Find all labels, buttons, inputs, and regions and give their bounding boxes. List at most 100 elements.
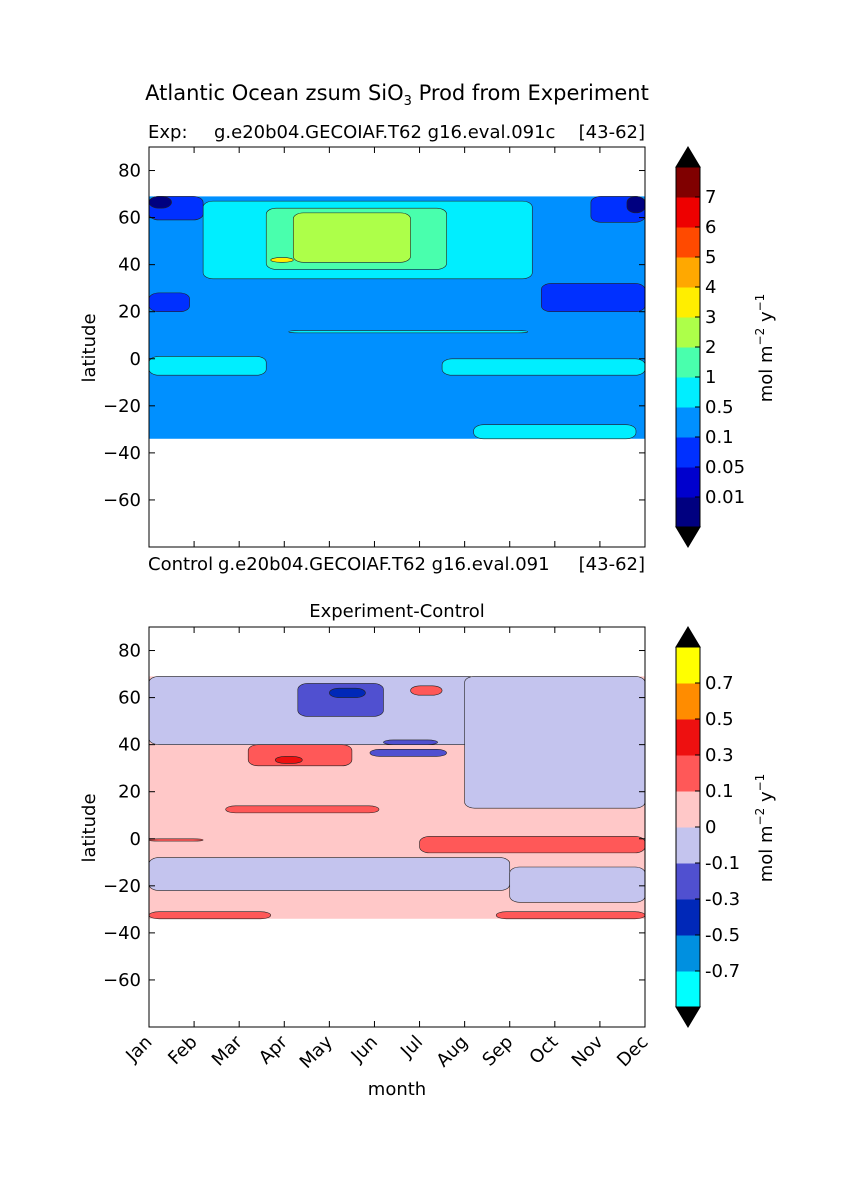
experiment-y-axis-label: latitude: [79, 313, 100, 382]
y-tick-label: 20: [118, 782, 141, 803]
experiment-colorbar-label: mol m−2 y−1: [753, 294, 777, 403]
x-tick-label: Apr: [255, 1031, 292, 1068]
y-tick-label: 80: [118, 641, 141, 662]
difference-panel: Experiment-Control latitude 806040200−20…: [79, 601, 777, 1100]
colorbar-tick-label: 0.7: [705, 673, 734, 694]
experiment-plot-area: [148, 146, 646, 548]
contour-region--0.5: [329, 687, 366, 698]
y-tick-label: 60: [118, 688, 141, 709]
figure-title-subscript: 3: [404, 94, 412, 109]
colorbar-swatch: [676, 827, 700, 864]
figure-title: Atlantic Ocean zsum SiO3 Prod from Exper…: [145, 81, 649, 109]
y-tick-label: 0: [130, 829, 141, 850]
difference-y-ticks: 80 60 40 20 0 −20 −40 −60: [103, 641, 645, 991]
contour-region--0.1: [464, 676, 646, 809]
experiment-title-case: g.e20b04.GECOIAF.T62 g16.eval.091c: [214, 122, 555, 143]
contour-region-0.1: [419, 836, 646, 854]
experiment-title-left: Exp:: [148, 122, 188, 143]
y-tick-label: −60: [103, 970, 141, 991]
colorbar-tick-label: 0.05: [705, 457, 745, 478]
difference-colorbar-exp1: −2: [753, 808, 767, 826]
y-tick-label: 40: [118, 255, 141, 276]
colorbar-tick-label: 2: [705, 337, 716, 358]
colorbar-swatch: [676, 317, 700, 348]
difference-colorbar-label: mol m−2 y−1: [753, 774, 777, 883]
x-tick-label: Jan: [121, 1032, 156, 1067]
colorbar-tick-label: 0: [705, 817, 716, 838]
contour-region-0.1: [495, 911, 646, 920]
experiment-colorbar-unit: mol m: [756, 345, 777, 402]
colorbar-swatch: [676, 647, 700, 684]
contour-region-0.5: [441, 358, 646, 376]
colorbar-extend-bottom: [675, 1006, 701, 1028]
control-label-left: Control: [148, 554, 213, 575]
contour-region-0.5: [148, 356, 267, 376]
experiment-panel: Exp: g.e20b04.GECOIAF.T62 g16.eval.091c …: [79, 122, 777, 575]
x-tick-label: Aug: [432, 1032, 472, 1072]
colorbar-tick-label: -0.3: [705, 889, 740, 910]
colorbar-tick-label: 1: [705, 367, 716, 388]
y-tick-label: −60: [103, 490, 141, 511]
contour-region--0.3: [369, 749, 447, 757]
y-tick-label: −40: [103, 923, 141, 944]
contour-region-0.1: [247, 744, 353, 767]
contour-region-0.01: [626, 196, 646, 214]
contour-region--0.1: [148, 857, 511, 891]
colorbar-swatch: [676, 899, 700, 936]
difference-colorbar-unit: mol m: [756, 825, 777, 882]
colorbar-swatch: [676, 497, 700, 528]
colorbar-extend-top: [675, 626, 701, 648]
x-tick-label: Sep: [478, 1032, 517, 1071]
colorbar-swatch: [676, 167, 700, 198]
colorbar-swatch: [676, 935, 700, 972]
contour-region-0.5: [288, 330, 529, 334]
colorbar-swatch: [676, 791, 700, 828]
x-tick-label: Jun: [347, 1032, 382, 1067]
colorbar-tick-label: 4: [705, 277, 716, 298]
difference-title: Experiment-Control: [309, 601, 485, 622]
figure-title-main: Atlantic Ocean zsum SiO: [145, 81, 403, 105]
difference-colorbar: 0.7 0.5 0.3 0.1 0 -0.1 -0.3 -0.5 -0.7: [675, 626, 740, 1028]
contour-region-0.5: [473, 424, 637, 440]
plot-frame: [148, 626, 646, 1028]
y-tick-label: 40: [118, 735, 141, 756]
colorbar-swatch: [676, 971, 700, 1008]
colorbar-extend-bottom: [675, 526, 701, 548]
colorbar-swatch: [676, 407, 700, 438]
colorbar-swatch: [676, 197, 700, 228]
experiment-colorbar-unit2: y: [756, 311, 777, 328]
experiment-colorbar-exp2: −1: [753, 294, 767, 312]
colorbar-swatch: [676, 257, 700, 288]
control-label-years: [43-62]: [579, 554, 645, 575]
colorbar-swatch: [676, 287, 700, 318]
contour-region-2: [292, 212, 411, 263]
y-tick-label: −40: [103, 443, 141, 464]
experiment-colorbar-exp1: −2: [753, 328, 767, 346]
colorbar-tick-label: 0.5: [705, 709, 734, 730]
colorbar-swatch: [676, 719, 700, 756]
colorbar-tick-label: 7: [705, 187, 716, 208]
colorbar-tick-label: 3: [705, 307, 716, 328]
colorbar-tick-label: -0.1: [705, 853, 740, 874]
colorbar-swatch: [676, 347, 700, 378]
experiment-colorbar: 7 6 5 4 3 2 1 0.5 0.1 0.05 0.01: [675, 146, 745, 548]
colorbar-tick-label: 6: [705, 217, 716, 238]
colorbar-tick-label: -0.7: [705, 961, 740, 982]
x-tick-label: Oct: [525, 1032, 562, 1069]
difference-y-axis-label: latitude: [79, 793, 100, 862]
colorbar-tick-label: -0.5: [705, 925, 740, 946]
contour-region--0.1: [509, 866, 646, 903]
y-tick-label: −20: [103, 876, 141, 897]
contour-region-0.01: [148, 196, 172, 209]
y-tick-label: 0: [130, 349, 141, 370]
x-tick-label: Jul: [396, 1032, 427, 1063]
experiment-y-ticks: 80 60 40 20 0 −20 −40 −60: [103, 161, 645, 511]
x-tick-label: Feb: [164, 1032, 201, 1069]
colorbar-tick-label: 0.3: [705, 745, 734, 766]
plot-frame: [148, 146, 646, 548]
figure-title-rest: Prod from Experiment: [412, 81, 649, 105]
colorbar-swatch: [676, 683, 700, 720]
difference-colorbar-unit2: y: [756, 791, 777, 808]
y-tick-label: 80: [118, 161, 141, 182]
